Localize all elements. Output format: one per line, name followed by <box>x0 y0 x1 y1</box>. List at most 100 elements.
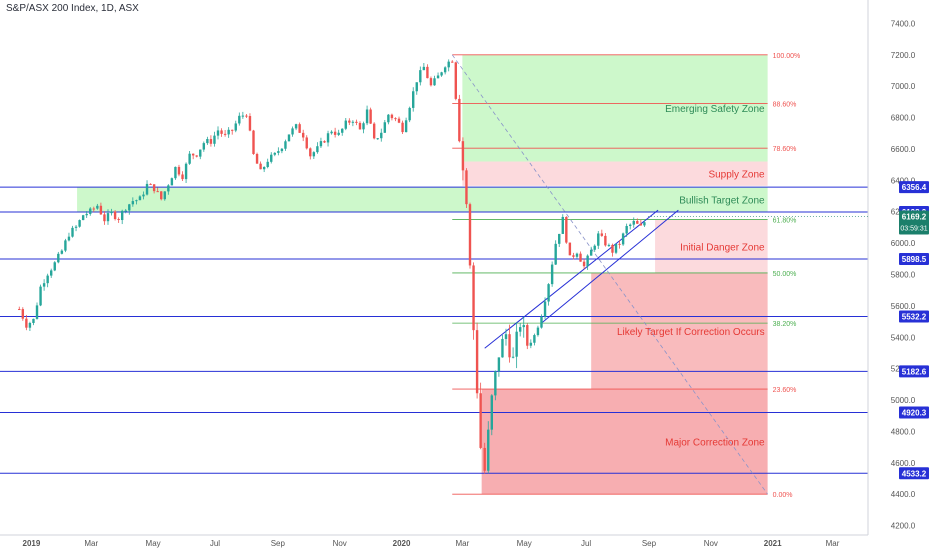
candle-body-58-0 <box>429 78 433 86</box>
candle-body-86-0 <box>625 225 628 234</box>
level-badge-text-2: 5898.5 <box>902 255 927 264</box>
candle-body-17-1 <box>142 194 145 197</box>
candle-body-5-0 <box>53 262 56 271</box>
candle-body-16-1 <box>135 200 138 202</box>
y-tick-label-1: 4400.0 <box>891 490 916 499</box>
y-tick-label-16: 7400.0 <box>891 19 916 28</box>
level-badge-text-0: 6356.4 <box>902 183 927 192</box>
candle-body-49-1 <box>369 109 372 124</box>
x-tick-label-3: Jul <box>210 539 220 548</box>
candle-body-46-1 <box>348 120 351 123</box>
candle-body-18-0 <box>145 183 149 195</box>
candle-body-45-0 <box>337 132 340 135</box>
y-tick-label-2: 4600.0 <box>891 459 916 468</box>
candle-body-11-1 <box>99 205 103 215</box>
x-tick-label-13: Mar <box>826 539 840 548</box>
x-tick-label-9: Jul <box>581 539 591 548</box>
candle-body-24-1 <box>191 153 195 156</box>
candle-body-0-1 <box>21 309 25 319</box>
candle-body-20-0 <box>160 191 163 200</box>
y-tick-label-3: 4800.0 <box>891 427 916 436</box>
zone-5 <box>481 389 768 495</box>
zones <box>77 54 768 495</box>
candles <box>18 59 646 474</box>
candle-body-71-1 <box>522 325 525 328</box>
candle-body-64-1 <box>475 330 479 394</box>
candle-body-26-0 <box>202 143 206 150</box>
candle-body-54-0 <box>401 122 404 133</box>
candle-body-23-0 <box>181 174 184 180</box>
candle-body-70-1 <box>515 331 518 357</box>
candle-body-61-0 <box>451 61 454 63</box>
fib-label-3: 61.80% <box>773 218 797 225</box>
trendlines <box>451 54 768 495</box>
level-badge-text-4: 5182.6 <box>902 367 927 376</box>
candle-body-75-0 <box>547 284 550 302</box>
candle-body-69-0 <box>504 334 508 339</box>
candle-body-60-0 <box>443 67 447 73</box>
candle-body-35-1 <box>270 154 273 162</box>
candle-body-12-1 <box>106 213 110 222</box>
candle-body-58-1 <box>433 78 436 86</box>
candle-body-22-1 <box>177 166 181 175</box>
candle-body-83-0 <box>604 235 607 246</box>
x-tick-label-5: Nov <box>333 539 347 548</box>
candle-body-83-1 <box>607 244 611 246</box>
diagonal-line <box>451 54 768 495</box>
candle-body-36-0 <box>273 152 276 155</box>
candle-body-34-1 <box>262 167 266 170</box>
candle-body-40-1 <box>305 137 308 149</box>
candle-body-11-0 <box>96 205 99 209</box>
candle-body-29-1 <box>227 129 230 135</box>
candle-body-38-0 <box>287 134 291 142</box>
x-tick-label-0: 2019 <box>23 539 41 548</box>
candle-body-45-1 <box>341 128 344 133</box>
candle-body-57-0 <box>422 66 426 71</box>
candle-body-30-1 <box>234 123 237 131</box>
candle-body-34-0 <box>259 163 262 170</box>
y-tick-label-4: 5000.0 <box>891 396 916 405</box>
candle-body-8-1 <box>78 220 81 227</box>
zone-4 <box>591 272 768 390</box>
candle-body-12-0 <box>103 214 106 222</box>
zone-label-2: Bullish Target Zone <box>679 196 765 207</box>
candle-body-72-0 <box>526 325 529 346</box>
current-price-countdown: 03:59:31 <box>900 226 927 233</box>
candle-body-49-0 <box>365 109 369 124</box>
candle-body-4-0 <box>46 275 49 284</box>
candle-body-26-1 <box>206 139 209 144</box>
y-tick-label-12: 6600.0 <box>891 145 916 154</box>
level-badge-5 <box>899 406 929 419</box>
candle-body-48-1 <box>362 123 365 130</box>
candle-body-68-1 <box>501 338 504 358</box>
x-tick-label-8: May <box>517 539 532 548</box>
candle-body-6-1 <box>64 240 67 251</box>
y-tick-label-8: 5800.0 <box>891 271 916 280</box>
y-tick-label-11: 6400.0 <box>891 176 916 185</box>
candle-body-27-1 <box>213 135 216 144</box>
candle-body-36-1 <box>277 151 280 153</box>
candle-body-53-0 <box>394 118 397 120</box>
candle-body-37-0 <box>280 148 284 152</box>
candle-body-35-0 <box>266 161 269 168</box>
candle-body-33-1 <box>255 153 259 164</box>
candle-body-62-0 <box>458 98 461 142</box>
candle-body-50-1 <box>376 138 379 140</box>
candle-body-84-0 <box>611 244 614 253</box>
candle-body-81-0 <box>589 249 593 256</box>
candle-body-37-1 <box>284 141 287 149</box>
trendline-1 <box>541 209 679 324</box>
candle-body-62-1 <box>461 141 465 171</box>
candle-body-31-1 <box>241 115 245 117</box>
x-tick-label-2: May <box>146 539 161 548</box>
candle-body-50-0 <box>372 123 376 139</box>
candle-body-19-1 <box>156 191 159 193</box>
candle-body-27-0 <box>209 139 213 144</box>
candle-body-84-1 <box>614 243 618 253</box>
candle-body-7-0 <box>67 236 71 241</box>
candle-body-42-0 <box>316 146 319 153</box>
candle-body-3-1 <box>42 283 46 287</box>
candle-body-4-1 <box>50 270 53 276</box>
x-axis-bg <box>0 535 932 550</box>
